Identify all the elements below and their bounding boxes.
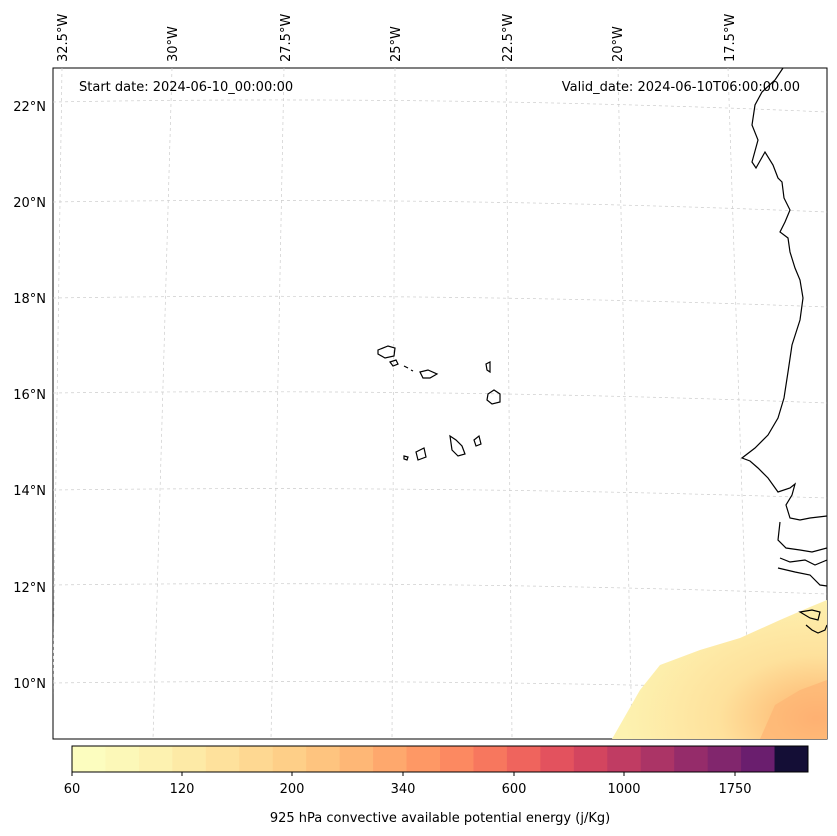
lat-label-18n: 18°N [13,292,46,307]
colorbar-swatch [674,746,709,772]
lat-label-14n: 14°N [13,484,46,499]
colorbar-swatch [72,746,106,772]
colorbar-swatch [440,746,474,772]
colorbar-tick-1750: 1750 [718,782,751,797]
colorbar-tick-200: 200 [280,782,305,797]
colorbar-swatch [272,746,307,772]
latitude-labels: 22°N 20°N 18°N 16°N 14°N 12°N 10°N [13,100,46,692]
lat-label-16n: 16°N [13,388,46,403]
colorbar-swatch [339,746,374,772]
colorbar-label: 925 hPa convective available potential e… [270,811,610,826]
colorbar-swatch [373,746,408,772]
lon-label-22-5w: 22.5°W [501,14,516,62]
colorbar-swatch [774,746,809,772]
lon-label-20w: 20°W [611,26,626,62]
colorbar-tick-600: 600 [502,782,527,797]
colorbar-swatch [707,746,742,772]
cape-field-core [760,680,827,739]
lat-label-12n: 12°N [13,581,46,596]
coastline [740,68,827,634]
longitude-labels: 32.5°W 30°W 27.5°W 25°W 22.5°W 20°W 17.5… [56,14,738,62]
colorbar-swatch [105,746,140,772]
colorbar-swatch [406,746,441,772]
colorbar-swatch [540,746,575,772]
colorbar-tick-1000: 1000 [607,782,640,797]
colorbar-swatch [640,746,675,772]
lat-label-20n: 20°N [13,196,46,211]
colorbar-tick-60: 60 [64,782,81,797]
colorbar-swatch [506,746,541,772]
map-area [52,67,828,740]
colorbar-swatch [607,746,642,772]
colorbar-ticks: 60 120 200 340 600 1000 1750 [64,772,752,797]
start-date-label: Start date: 2024-06-10_00:00:00 [79,80,293,95]
colorbar-swatch [573,746,608,772]
lon-label-32-5w: 32.5°W [56,14,71,62]
colorbar-frame [71,745,809,773]
colorbar-tick-340: 340 [391,782,416,797]
colorbar-swatch [172,746,207,772]
colorbar-swatch [205,746,240,772]
lon-label-27-5w: 27.5°W [279,14,294,62]
lat-label-22n: 22°N [13,100,46,115]
colorbar-swatch [306,746,341,772]
colorbar-swatch [473,746,508,772]
colorbar-swatch [741,746,776,772]
valid-date-label: Valid_date: 2024-06-10T06:00:00.00 [562,80,800,95]
lon-label-17-5w: 17.5°W [723,14,738,62]
lon-label-30w: 30°W [166,26,181,62]
colorbar [72,746,809,772]
cape-verde-islands [377,345,501,461]
colorbar-swatch [138,746,173,772]
gridlines [53,68,827,739]
lon-label-25w: 25°W [389,26,404,62]
cape-field [612,600,827,739]
colorbar-tick-120: 120 [170,782,195,797]
colorbar-swatch [239,746,274,772]
lat-label-10n: 10°N [13,677,46,692]
